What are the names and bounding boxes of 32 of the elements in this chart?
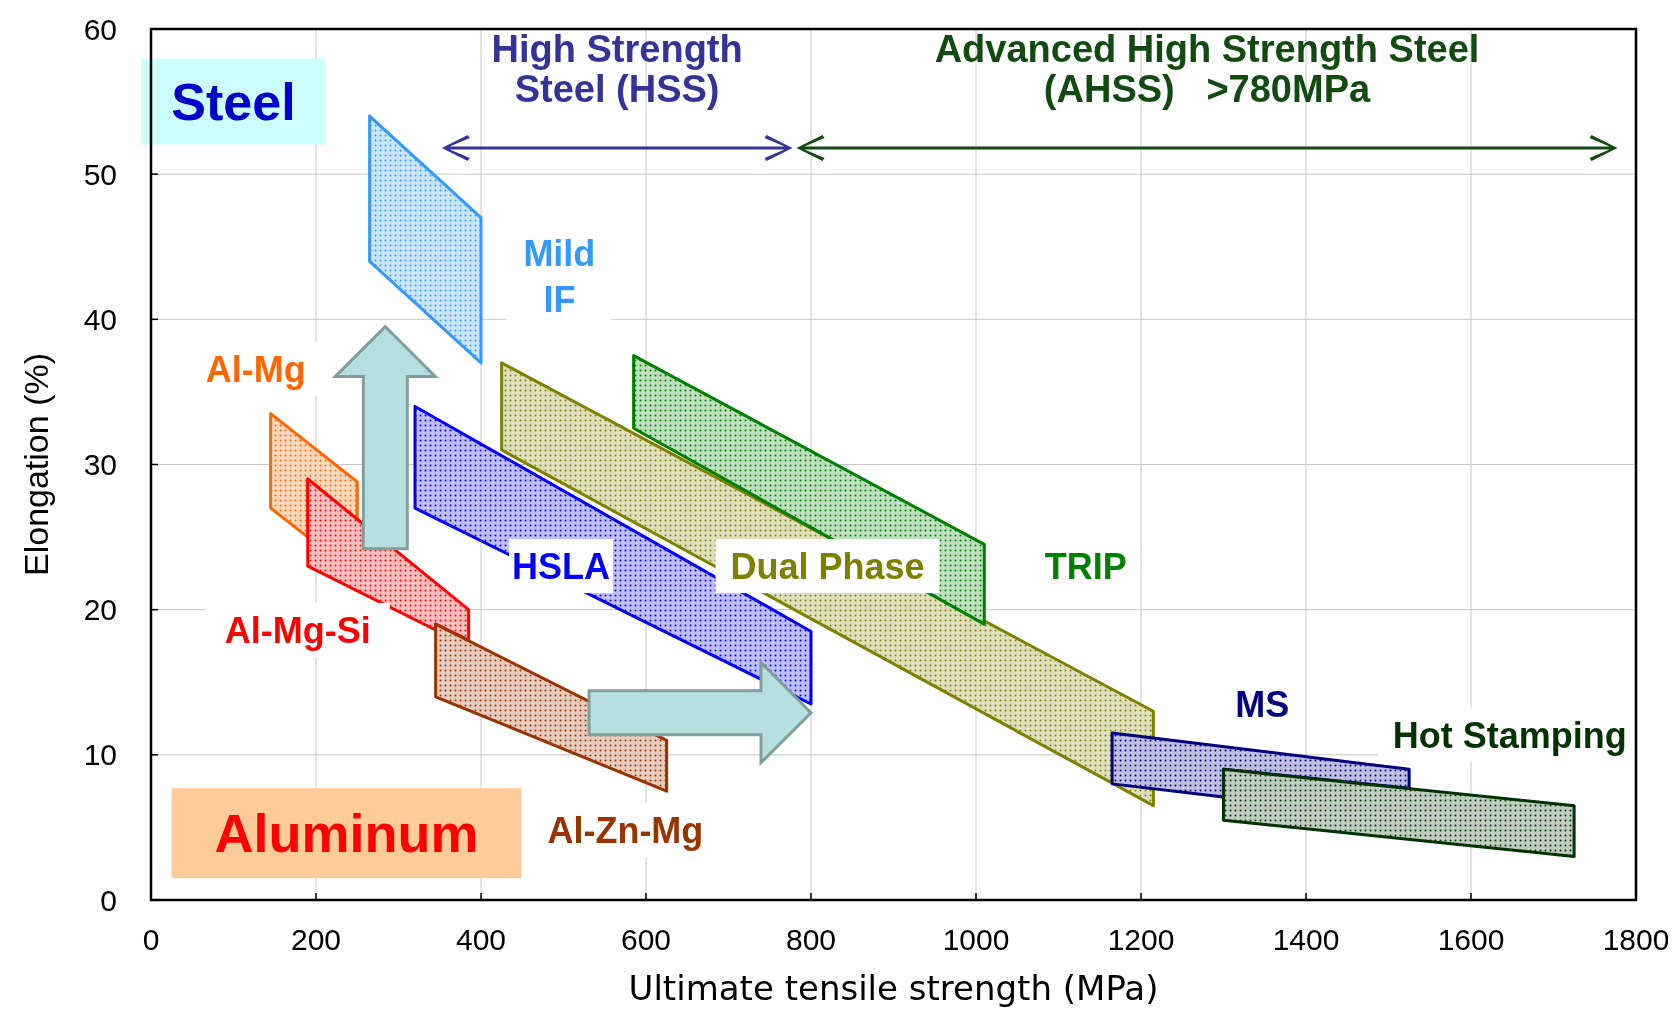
x-tick-label: 600	[620, 923, 672, 956]
annotation: High Strength Steel (HSS)	[491, 28, 743, 111]
x-tick-label: 1000	[942, 923, 1010, 956]
x-tick-label: 0	[142, 923, 160, 956]
y-tick-label: 0	[100, 883, 117, 917]
series-label: Al-Mg	[205, 348, 306, 390]
y-tick-label: 30	[83, 448, 117, 481]
series-label: Hot Stamping	[1392, 714, 1627, 756]
annotation: Steel	[171, 72, 296, 131]
y-axis-title: Elongation (%)	[17, 352, 55, 577]
series-label: TRIP	[1044, 545, 1127, 587]
x-tick-label: 1200	[1107, 923, 1175, 956]
y-tick-label: 10	[83, 738, 117, 772]
x-axis-title: Ultimate tensile strength (MPa)	[628, 968, 1159, 1008]
x-tick-label: 1400	[1272, 923, 1340, 956]
series-label: Al-Mg-Si	[224, 609, 371, 651]
y-tick-label: 20	[83, 593, 117, 627]
y-tick-label: 60	[83, 12, 117, 46]
series-label: Dual Phase	[730, 545, 925, 587]
x-tick-label: 1800	[1602, 923, 1670, 956]
x-tick-label: 200	[290, 923, 342, 956]
x-tick-label: 400	[455, 923, 507, 956]
series-label: Al-Zn-Mg	[547, 809, 704, 851]
annotation: Advanced High Strength Steel (AHSS) >780MPa	[934, 28, 1480, 111]
series-label: MS	[1235, 683, 1290, 725]
series-label: HSLA	[512, 545, 611, 587]
y-tick-label: 40	[83, 302, 117, 336]
annotation: Aluminum	[214, 803, 479, 864]
x-tick-label: 1600	[1437, 923, 1505, 956]
y-tick-label: 50	[83, 157, 117, 191]
series-label: Mild IF	[523, 232, 596, 320]
x-tick-label: 800	[785, 923, 837, 956]
